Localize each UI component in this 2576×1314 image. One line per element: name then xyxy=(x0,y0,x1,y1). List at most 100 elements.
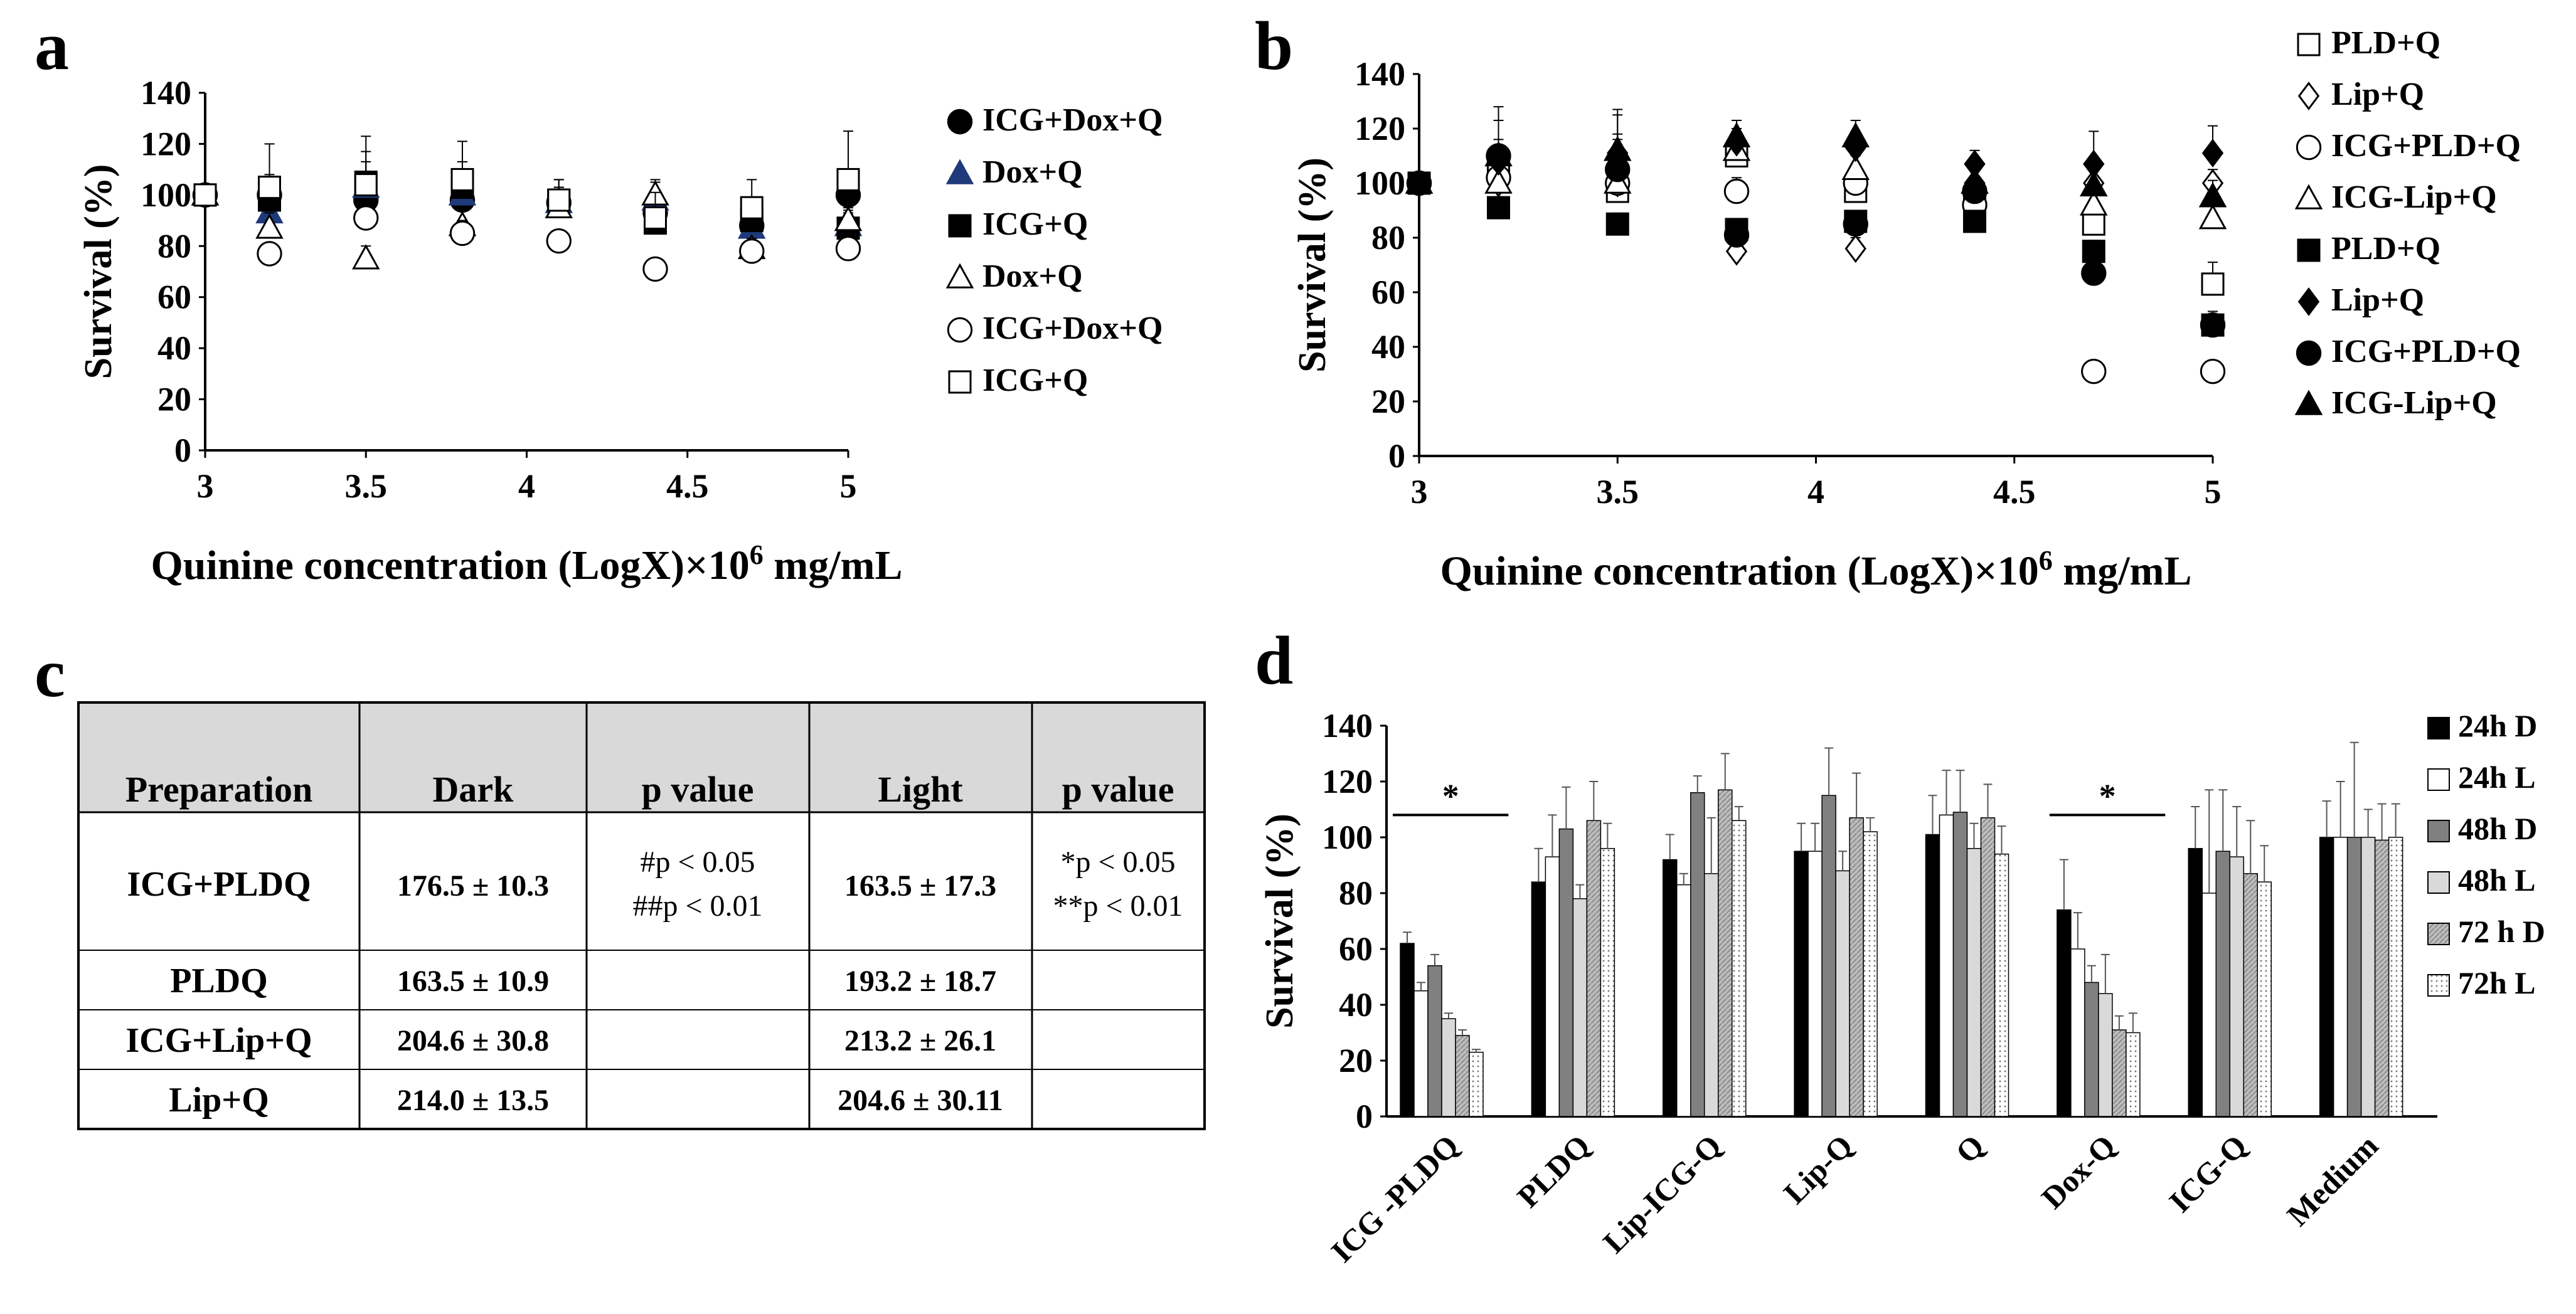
data-point xyxy=(740,196,764,220)
data-point xyxy=(2079,190,2108,216)
legend-label: Dox+Q xyxy=(982,258,1083,294)
bar xyxy=(2319,837,2334,1117)
bar xyxy=(1572,898,1588,1117)
legend-swatch xyxy=(2427,974,2450,997)
legend-label: Lip+Q xyxy=(2331,282,2424,318)
panel-label-c: c xyxy=(35,635,65,711)
data-point xyxy=(1484,168,1513,194)
table-cell-p-light: **p < 0.01 xyxy=(1053,889,1183,923)
data-point xyxy=(2200,312,2226,338)
bar xyxy=(2201,893,2217,1117)
bar xyxy=(2388,837,2403,1117)
y-tick-label: 100 xyxy=(1322,819,1373,856)
y-tick-label: 40 xyxy=(157,329,191,367)
panel-label-d: d xyxy=(1255,622,1293,699)
legend-label: ICG+Dox+Q xyxy=(982,102,1163,138)
y-tick-label: 120 xyxy=(1355,110,1405,147)
data-point xyxy=(642,256,668,282)
y-tick-label: 140 xyxy=(141,74,191,112)
bar xyxy=(1925,834,1940,1117)
legend-marker xyxy=(945,159,974,184)
bar xyxy=(1531,881,1546,1117)
x-tick-label: 3 xyxy=(197,467,214,505)
significance-star: * xyxy=(2099,777,2116,815)
bar xyxy=(1586,820,1602,1117)
legend-label: PLD+Q xyxy=(2331,231,2440,267)
y-tick-label: 100 xyxy=(1355,164,1405,202)
data-point xyxy=(257,241,282,267)
y-tick-label: 80 xyxy=(1371,219,1405,257)
table-cell-light: 204.6 ± 30.11 xyxy=(838,1084,1003,1117)
bar xyxy=(1704,873,1719,1117)
legend-marker xyxy=(947,109,973,135)
y-tick-label: 20 xyxy=(157,381,191,418)
bar xyxy=(1676,884,1691,1117)
x-axis-label: Quinine concentration (LogX)×106 mg/mL xyxy=(151,539,902,589)
bar xyxy=(1600,848,1615,1117)
series-square-open xyxy=(193,130,860,230)
bar xyxy=(1455,1035,1470,1117)
bar xyxy=(2229,856,2244,1117)
legend-swatch xyxy=(2427,768,2450,791)
legend-marker xyxy=(948,370,972,394)
bar xyxy=(1849,817,1864,1117)
data-point xyxy=(835,236,861,262)
legend-marker xyxy=(945,263,974,289)
data-point xyxy=(1484,140,1513,167)
legend-marker xyxy=(948,214,972,238)
data-point xyxy=(2201,139,2224,168)
bar xyxy=(2243,873,2258,1117)
y-tick-label: 120 xyxy=(1322,763,1373,800)
data-point xyxy=(2200,358,2226,384)
legend-marker xyxy=(2296,134,2322,161)
data-point xyxy=(2082,240,2105,263)
legend-marker xyxy=(2297,287,2320,316)
x-tick-label: 4.5 xyxy=(1993,473,2036,511)
legend-label: PLD+Q xyxy=(2331,25,2440,61)
data-point xyxy=(1722,122,1751,147)
data-point xyxy=(2201,272,2225,296)
data-point xyxy=(1605,212,1629,236)
bar xyxy=(1427,965,1442,1117)
y-tick-label: 0 xyxy=(1356,1098,1373,1135)
table-cell-prep: PLDQ xyxy=(170,962,268,1000)
bar xyxy=(2098,993,2113,1117)
legend-marker xyxy=(2294,389,2323,415)
legend-label: 72h L xyxy=(2458,965,2536,1000)
data-point xyxy=(1487,196,1510,220)
bar xyxy=(1835,870,1850,1117)
data-point xyxy=(2081,260,2107,286)
bar xyxy=(1732,820,1747,1117)
x-category-label: PLDQ xyxy=(1510,1128,1597,1214)
legend-swatch xyxy=(2427,923,2450,945)
y-axis-label: Survival (%) xyxy=(1291,157,1334,373)
legend-marker xyxy=(2297,33,2321,56)
data-point xyxy=(1841,122,1870,147)
bar xyxy=(2333,837,2348,1117)
series-triangle-filled xyxy=(1405,119,2227,208)
bar xyxy=(2374,839,2390,1117)
table-cell-prep: ICG+Lip+Q xyxy=(125,1021,312,1060)
table-cell-p-dark: ##p < 0.01 xyxy=(632,889,762,923)
data-point xyxy=(354,173,378,197)
y-tick-label: 60 xyxy=(1339,930,1373,968)
bar xyxy=(1441,1018,1456,1117)
table-header-bg xyxy=(78,702,1205,812)
data-point xyxy=(193,183,217,207)
data-point xyxy=(449,220,476,246)
data-point xyxy=(1723,222,1750,248)
data-point xyxy=(2198,182,2227,208)
bar xyxy=(2360,837,2376,1117)
chart-panel-b: 0 20 40 60 80 100 120 140 3 3.5 4 4.5 5 Survival (%) Q… xyxy=(1291,25,2521,594)
data-point xyxy=(1843,211,1868,237)
x-category-label: Q xyxy=(1949,1128,1991,1170)
x-tick-label: 4.5 xyxy=(666,467,709,505)
series-square-filled xyxy=(193,151,860,240)
legend-swatch xyxy=(2427,871,2450,894)
x-category-label: ICG-Q xyxy=(2162,1128,2254,1219)
legend-label: ICG+Q xyxy=(982,363,1088,398)
legend-label: 72 h D xyxy=(2458,914,2545,949)
bar xyxy=(2070,948,2085,1117)
x-tick-label: 3.5 xyxy=(1597,473,1639,511)
bar xyxy=(1966,848,1982,1117)
